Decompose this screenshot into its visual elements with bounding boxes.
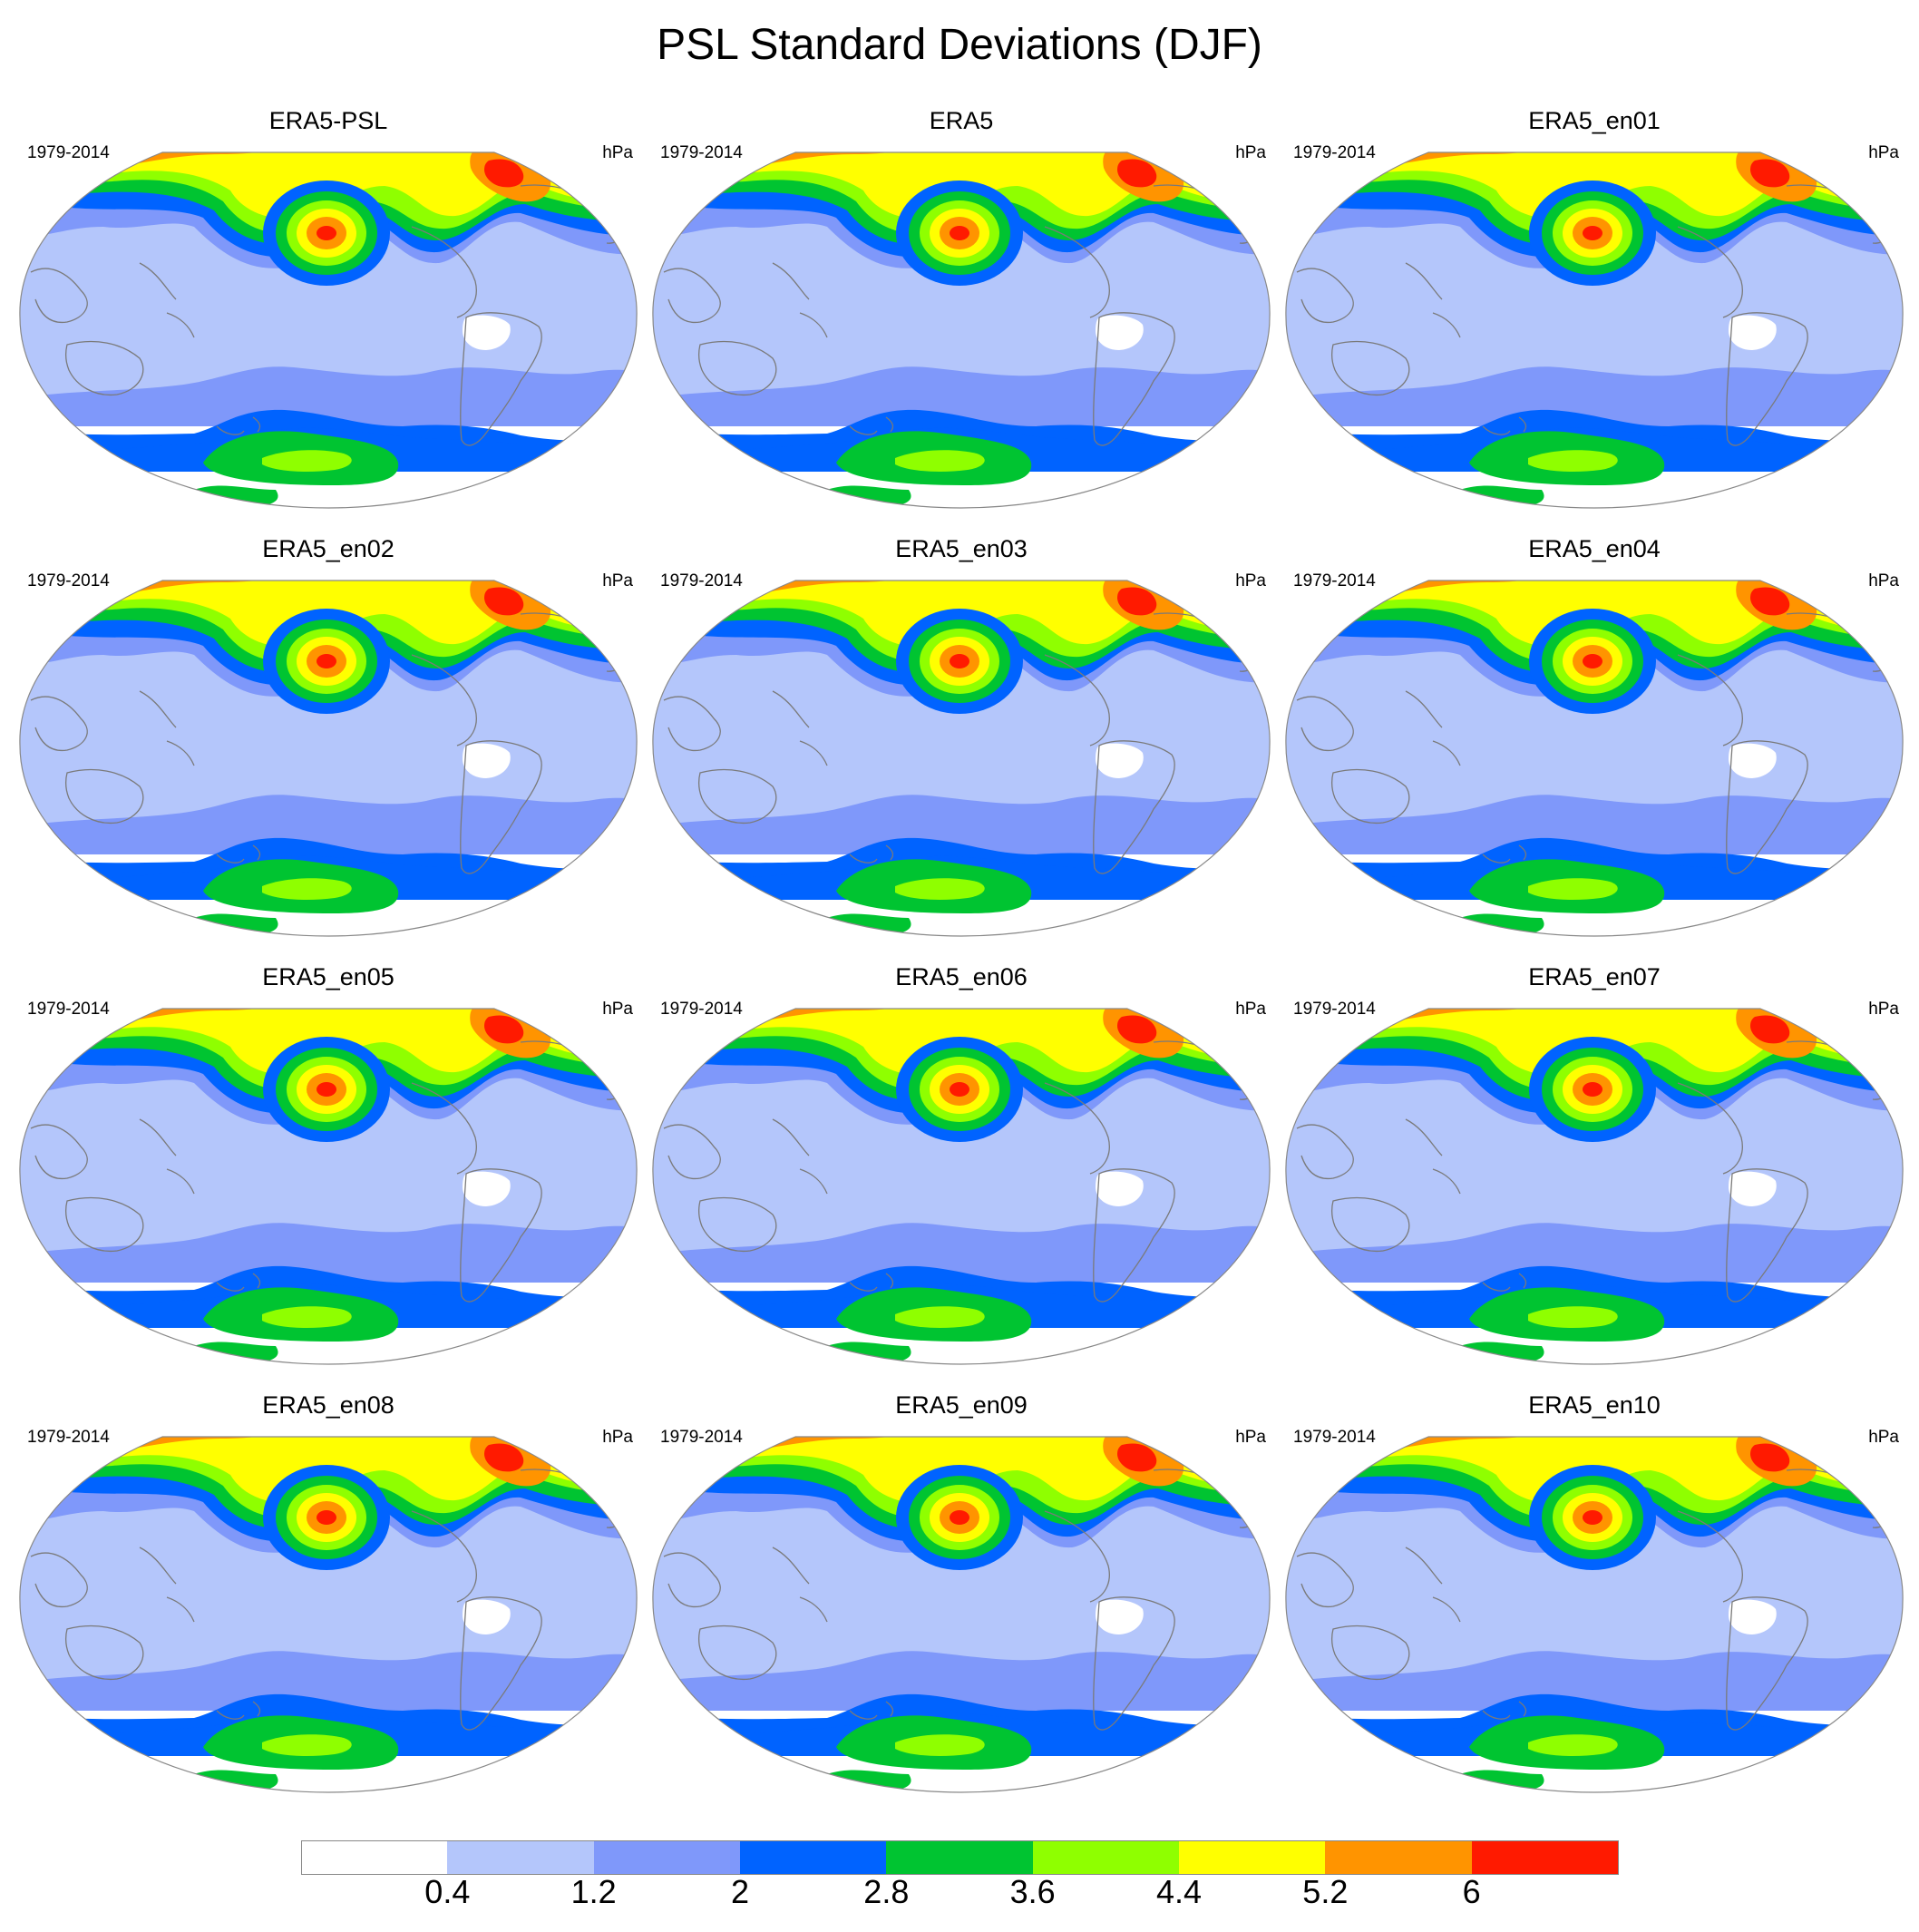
panel-units-label: hPa [1868,1428,1899,1447]
panel-units-label: hPa [602,571,633,590]
panel-title: ERA5_en02 [262,535,395,562]
colorbar-box [1471,1840,1619,1875]
panel-units-label: hPa [1235,1000,1266,1019]
panel-period-label: 1979-2014 [27,1428,110,1447]
map-plot [19,1008,638,1365]
colorbar-tick-label: 5.2 [1302,1873,1349,1910]
colorbar-box [1032,1840,1179,1875]
panel-title: ERA5_en07 [1528,963,1661,990]
colorbar-box [593,1840,740,1875]
map-panel: ERA5 1979-2014 hPa [646,0,1277,509]
colorbar-box [1179,1840,1326,1875]
panel-title: ERA5_en04 [1528,535,1661,562]
map-panel: ERA5_en10 1979-2014 hPa [1279,1284,1910,1793]
colorbar-tick-label: 1.2 [570,1873,617,1910]
map-plot [1285,1436,1904,1793]
panel-title: ERA5_en10 [1528,1391,1661,1419]
panel-title: ERA5_en03 [895,535,1028,562]
panel-units-label: hPa [1868,143,1899,162]
map-panel: ERA5_en08 1979-2014 hPa [13,1284,644,1793]
map-plot [652,1008,1271,1365]
map-plot [19,151,638,509]
panel-units-label: hPa [602,1428,633,1447]
panel-units-label: hPa [1235,571,1266,590]
panel-period-label: 1979-2014 [1293,143,1376,162]
panel-period-label: 1979-2014 [27,1000,110,1019]
panel-period-label: 1979-2014 [27,143,110,162]
colorbar-tick-label: 0.4 [424,1873,471,1910]
panel-units-label: hPa [1868,571,1899,590]
colorbar-tick-label: 6 [1462,1873,1481,1910]
map-plot [1285,580,1904,937]
map-plot [1285,1008,1904,1365]
panel-period-label: 1979-2014 [27,571,110,590]
panel-units-label: hPa [602,143,633,162]
colorbar-box [1325,1840,1472,1875]
colorbar-tick-label: 3.6 [1009,1873,1056,1910]
panel-period-label: 1979-2014 [660,1428,743,1447]
colorbar-box [447,1840,594,1875]
panel-period-label: 1979-2014 [660,571,743,590]
map-panel: ERA5_en02 1979-2014 hPa [13,428,644,937]
map-panel: ERA5_en05 1979-2014 hPa [13,856,644,1365]
panel-title: ERA5_en05 [262,963,395,990]
map-panel: ERA5_en04 1979-2014 hPa [1279,428,1910,937]
map-panel: ERA5_en01 1979-2014 hPa [1279,0,1910,509]
panel-units-label: hPa [1235,1428,1266,1447]
map-panel: ERA5_en07 1979-2014 hPa [1279,856,1910,1365]
panel-title: ERA5-PSL [268,107,388,134]
panel-title: ERA5_en01 [1528,107,1661,134]
map-panel: ERA5_en03 1979-2014 hPa [646,428,1277,937]
panel-period-label: 1979-2014 [1293,571,1376,590]
map-panel: ERA5_en06 1979-2014 hPa [646,856,1277,1365]
map-plot [1285,151,1904,509]
panel-period-label: 1979-2014 [660,1000,743,1019]
map-plot [652,1436,1271,1793]
colorbar-box [886,1840,1033,1875]
colorbar [301,1840,1619,1875]
map-plot [19,1436,638,1793]
map-plot [652,580,1271,937]
panel-period-label: 1979-2014 [1293,1000,1376,1019]
colorbar-box [740,1840,887,1875]
panel-title: ERA5 [929,107,994,134]
colorbar-tick-label: 2 [730,1873,750,1910]
map-panel: ERA5-PSL 1979-2014 hPa [13,0,644,509]
panel-title: ERA5_en08 [262,1391,395,1419]
panel-period-label: 1979-2014 [660,143,743,162]
panel-title: ERA5_en06 [895,963,1028,990]
map-plot [19,580,638,937]
panel-units-label: hPa [602,1000,633,1019]
map-plot [652,151,1271,509]
map-panel: ERA5_en09 1979-2014 hPa [646,1284,1277,1793]
figure-title: PSL Standard Deviations (DJF) [657,21,1262,69]
panel-units-label: hPa [1235,143,1266,162]
panel-units-label: hPa [1868,1000,1899,1019]
panel-period-label: 1979-2014 [1293,1428,1376,1447]
colorbar-box [301,1840,449,1875]
panel-title: ERA5_en09 [895,1391,1028,1419]
colorbar-tick-label: 2.8 [863,1873,910,1910]
colorbar-tick-label: 4.4 [1155,1873,1203,1910]
